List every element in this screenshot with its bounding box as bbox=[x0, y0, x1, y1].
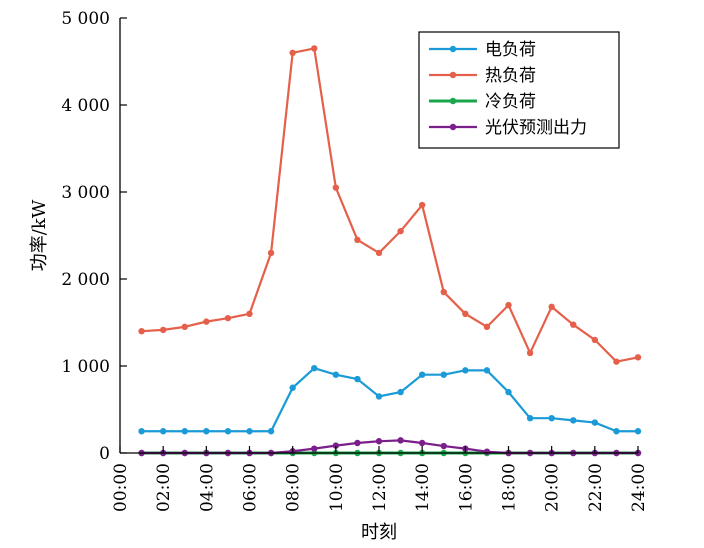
data-point bbox=[418, 371, 426, 378]
data-point bbox=[375, 393, 383, 400]
data-point bbox=[332, 442, 340, 449]
x-tick-label: 10:00 bbox=[327, 463, 347, 512]
data-point bbox=[397, 388, 404, 396]
y-tick-label: 2 000 bbox=[61, 270, 110, 290]
x-tick-label: 18:00 bbox=[500, 463, 520, 512]
data-point bbox=[224, 428, 232, 435]
data-point bbox=[440, 442, 447, 450]
data-point bbox=[311, 445, 318, 452]
data-point bbox=[483, 323, 491, 331]
data-point bbox=[246, 428, 253, 435]
data-point bbox=[440, 371, 447, 378]
legend-label: 光伏预测出力 bbox=[485, 118, 587, 138]
x-tick-label: 22:00 bbox=[586, 463, 606, 512]
data-point bbox=[505, 301, 512, 309]
x-axis-label: 时刻 bbox=[361, 522, 397, 543]
x-tick-label: 06:00 bbox=[241, 463, 261, 512]
data-point bbox=[289, 49, 296, 56]
data-point bbox=[591, 419, 599, 426]
data-point bbox=[397, 227, 404, 235]
data-point bbox=[397, 437, 404, 444]
y-tick-label: 4 000 bbox=[61, 96, 110, 116]
x-tick-label: 02:00 bbox=[154, 463, 174, 512]
data-point bbox=[138, 328, 145, 335]
data-point bbox=[591, 336, 599, 344]
data-point bbox=[267, 428, 275, 435]
data-point bbox=[462, 310, 469, 317]
data-point bbox=[267, 249, 275, 257]
data-point bbox=[332, 371, 340, 378]
data-point bbox=[526, 415, 534, 422]
series-1 bbox=[138, 364, 642, 435]
data-point bbox=[354, 439, 361, 447]
data-point bbox=[159, 326, 167, 334]
legend-label: 电负荷 bbox=[485, 40, 536, 60]
data-point bbox=[548, 303, 555, 311]
data-point bbox=[483, 448, 491, 455]
data-point bbox=[375, 438, 383, 445]
series-line bbox=[141, 367, 638, 433]
data-point bbox=[181, 323, 188, 331]
data-point bbox=[354, 236, 361, 244]
data-point bbox=[570, 321, 577, 328]
x-tick-label: 04:00 bbox=[197, 463, 217, 512]
data-point bbox=[246, 310, 253, 317]
data-point bbox=[203, 318, 210, 325]
axes-layer: 0 1 000 2 000 3 000 4 000 5 000 00:00 02:00 04:0… bbox=[29, 9, 649, 543]
data-point bbox=[548, 415, 555, 422]
data-point bbox=[224, 314, 232, 322]
data-point bbox=[418, 439, 426, 447]
data-point bbox=[505, 388, 512, 396]
legend-marker bbox=[449, 45, 457, 53]
data-point bbox=[634, 428, 642, 435]
data-point bbox=[289, 384, 296, 391]
data-point bbox=[203, 428, 210, 435]
x-tick-label: 00:00 bbox=[111, 463, 131, 512]
data-point bbox=[181, 428, 188, 435]
data-point bbox=[311, 45, 318, 52]
x-tick-label: 20:00 bbox=[543, 463, 563, 512]
legend-marker bbox=[449, 71, 457, 79]
data-point bbox=[375, 249, 383, 257]
data-point bbox=[613, 428, 620, 435]
data-point bbox=[483, 367, 491, 374]
series-line bbox=[141, 439, 638, 455]
data-point bbox=[440, 288, 447, 296]
legend-label: 热负荷 bbox=[485, 66, 536, 86]
y-tick-label: 5 000 bbox=[61, 9, 110, 29]
x-tick-label: 08:00 bbox=[284, 463, 304, 512]
data-point bbox=[311, 364, 318, 372]
series-line bbox=[141, 47, 639, 363]
y-tick-label: 1 000 bbox=[61, 357, 110, 377]
y-tick-label: 0 bbox=[99, 444, 110, 464]
data-point bbox=[570, 417, 577, 424]
y-axis-label: 功率/kW bbox=[29, 199, 50, 271]
legend-marker bbox=[449, 97, 457, 105]
legend-label: 冷负荷 bbox=[485, 92, 536, 112]
y-tick-label: 3 000 bbox=[61, 183, 110, 203]
x-tick-label: 14:00 bbox=[413, 463, 433, 512]
series-2 bbox=[138, 45, 642, 365]
data-point bbox=[613, 358, 620, 365]
data-point bbox=[354, 375, 361, 383]
x-tick-label: 24:00 bbox=[629, 463, 649, 512]
data-point bbox=[138, 428, 145, 435]
x-tick-label: 16:00 bbox=[456, 463, 476, 512]
legend-marker bbox=[449, 123, 457, 131]
data-point bbox=[462, 367, 469, 374]
data-point bbox=[418, 201, 426, 209]
data-point bbox=[332, 184, 340, 191]
data-point bbox=[159, 428, 167, 435]
x-tick-label: 12:00 bbox=[370, 463, 390, 512]
data-point bbox=[526, 349, 534, 357]
data-point bbox=[634, 354, 642, 361]
